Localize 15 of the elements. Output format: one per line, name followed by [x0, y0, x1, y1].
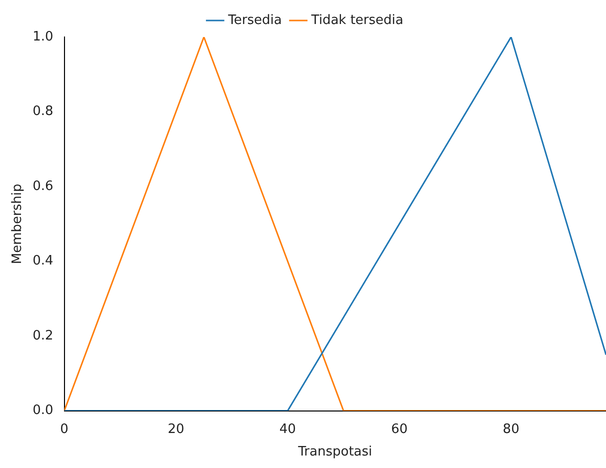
legend-label: Tidak tersedia [310, 12, 404, 28]
y-tick-label: 0.8 [32, 104, 54, 120]
y-tick-label: 0.2 [32, 328, 54, 344]
y-tick-label: 0.0 [32, 403, 54, 418]
y-tick-label: 1.0 [32, 29, 54, 44]
y-tick-label: 0.4 [32, 254, 54, 269]
x-tick-label: 20 [168, 422, 184, 437]
y-tick-label: 0.6 [32, 178, 54, 194]
x-axis-title: Transpotasi [297, 444, 372, 460]
x-tick-label: 0 [60, 422, 68, 437]
x-tick-label: 80 [502, 422, 520, 437]
x-tick-label: 60 [391, 422, 408, 437]
y-axis-title: Membership [10, 184, 26, 264]
x-tick-label: 40 [279, 422, 296, 437]
legend-label: Tersedia [227, 12, 282, 28]
